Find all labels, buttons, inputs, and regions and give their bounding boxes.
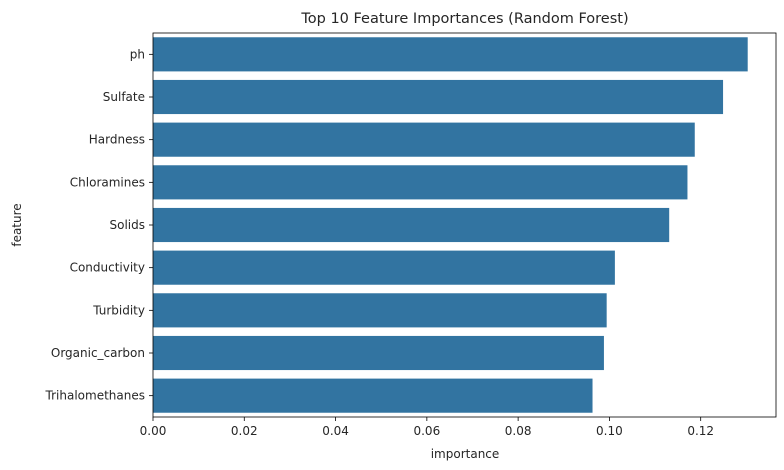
x-tick-label: 0.00 (140, 424, 167, 438)
plot-frame (152, 32, 777, 418)
x-tick-label: 0.12 (687, 424, 714, 438)
bar-turbidity (153, 293, 607, 328)
y-tick-label: Trihalomethanes (45, 389, 145, 403)
chart-title: Top 10 Feature Importances (Random Fores… (300, 11, 628, 27)
y-axis-label: feature (10, 203, 24, 246)
y-tick-label: ph (130, 47, 145, 61)
bar-sulfate (153, 79, 724, 115)
y-tick-label: Sulfate (103, 90, 145, 104)
x-tick-label: 0.08 (505, 424, 532, 438)
x-axis-ticks: 0.00 0.02 0.04 0.06 0.08 0.10 0.12 (140, 417, 714, 438)
x-tick-label: 0.02 (231, 424, 258, 438)
y-tick-label: Solids (110, 218, 146, 232)
y-tick-label: Hardness (89, 133, 145, 147)
y-tick-label: Turbidity (92, 303, 145, 317)
x-tick-label: 0.04 (322, 424, 349, 438)
bar-solids (153, 207, 670, 243)
y-tick-label: Organic_carbon (51, 346, 145, 360)
y-tick-label: Chloramines (70, 175, 145, 189)
bars-layer (153, 37, 748, 413)
y-axis-ticks: ph Sulfate Hardness Chloramines Solids Conduc… (45, 47, 153, 403)
x-axis-label: importance (431, 447, 500, 461)
x-tick-label: 0.10 (596, 424, 623, 438)
y-tick-label: Conductivity (70, 261, 145, 275)
bar-chloramines (153, 165, 688, 200)
x-tick-label: 0.06 (413, 424, 440, 438)
bar-organic-carbon (153, 335, 604, 371)
bar-conductivity (153, 250, 615, 285)
bar-ph (153, 37, 748, 72)
bar-trihalomethanes (153, 378, 593, 413)
bar-hardness (153, 122, 695, 157)
